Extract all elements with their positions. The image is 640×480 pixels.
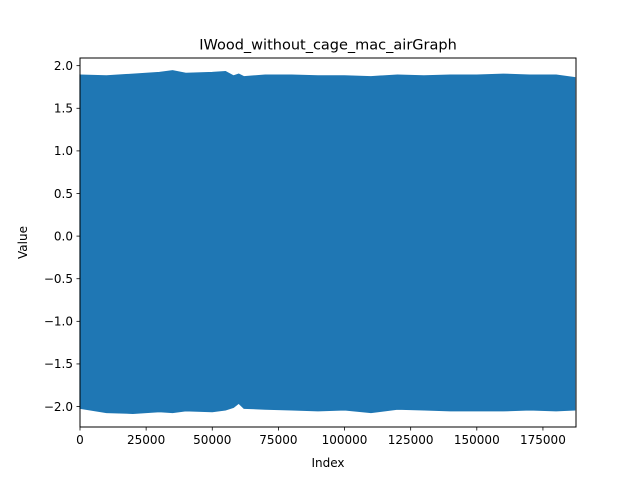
plot-area	[79, 70, 576, 414]
x-tick-label: 0	[76, 433, 84, 447]
x-axis: 0 25000 50000 75000 100000 125000 150000 175000	[76, 427, 566, 447]
x-tick-label: 150000	[454, 433, 500, 447]
x-tick-label: 75000	[259, 433, 297, 447]
y-axis-label: Value	[16, 226, 30, 259]
plot-frame	[79, 57, 577, 428]
x-tick-label: 50000	[193, 433, 231, 447]
y-tick-label: 0.0	[54, 229, 73, 243]
x-tick-label: 175000	[520, 433, 566, 447]
x-tick-label: 125000	[388, 433, 434, 447]
y-axis: −2.0 −1.5 −1.0 −0.5 0.0 0.5 1.0 1.5 2.0	[44, 59, 80, 414]
y-tick-label: −0.5	[44, 272, 73, 286]
y-tick-label: −1.0	[44, 315, 73, 329]
y-tick-label: −1.5	[44, 357, 73, 371]
y-tick-label: 2.0	[54, 59, 73, 73]
series-line-0	[79, 70, 576, 414]
y-tick-label: 1.0	[54, 144, 73, 158]
y-tick-label: 1.5	[54, 102, 73, 116]
x-axis-label: Index	[311, 456, 344, 470]
chart-title: IWood_without_cage_mac_airGraph	[199, 38, 457, 54]
y-tick-label: −2.0	[44, 400, 73, 414]
x-tick-label: 25000	[127, 433, 165, 447]
y-tick-label: 0.5	[54, 187, 73, 201]
x-tick-label: 100000	[322, 433, 368, 447]
